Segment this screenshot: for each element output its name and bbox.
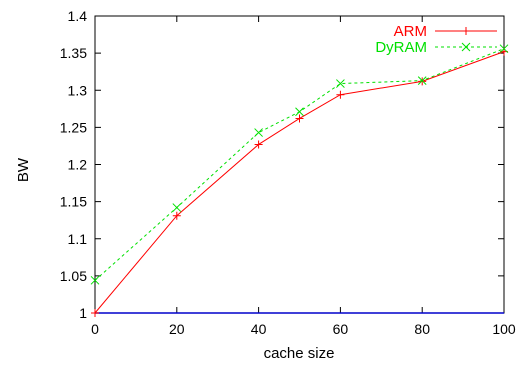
y-tick-label: 1.35 [60,45,87,61]
data-point [296,114,304,122]
plot-frame [95,16,504,313]
data-point [173,204,181,212]
x-tick-label: 60 [333,321,349,337]
data-point [336,91,344,99]
y-tick-label: 1.15 [60,194,87,210]
x-tick-label: 100 [492,321,516,337]
legend: ARM DyRAM [375,23,497,56]
data-point [255,129,263,137]
y-tick-label: 1.4 [68,8,88,24]
series-line [95,49,504,281]
legend-marker-arm [462,27,470,35]
y-tick-label: 1.05 [60,268,87,284]
series-layer [91,45,508,317]
x-tick-label: 40 [251,321,267,337]
y-tick-label: 1.1 [68,231,88,247]
series-dyram [91,45,508,285]
data-point [418,77,426,85]
x-tick-label: 20 [169,321,185,337]
x-tick-label: 0 [91,321,99,337]
y-tick-label: 1.3 [68,82,88,98]
series-arm [91,48,508,317]
y-tick-label: 1.2 [68,157,88,173]
y-tick-label: 1 [79,305,87,321]
legend-marker-dyram [462,43,470,51]
axis-ticks: 1 1.05 1.1 1.15 1.2 1.25 1.3 1.35 1.4 0 20 40 60 80 10… [60,8,516,337]
series-line [95,52,504,313]
x-tick-label: 80 [414,321,430,337]
y-tick-label: 1.25 [60,119,87,135]
x-axis-label: cache size [264,345,335,362]
y-axis-label: BW [15,157,32,182]
legend-label-dyram: DyRAM [375,39,427,56]
legend-label-arm: ARM [394,23,427,40]
